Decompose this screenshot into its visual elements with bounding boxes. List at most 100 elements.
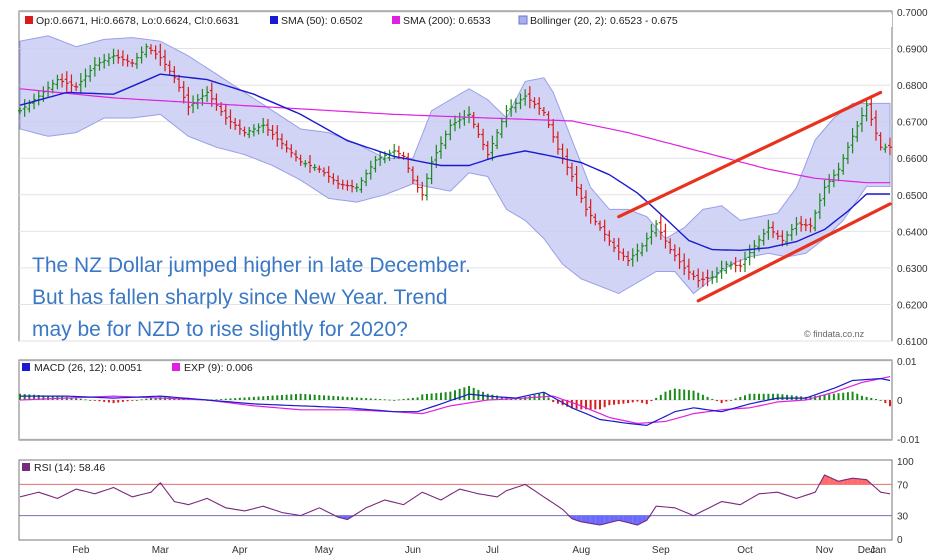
- ohlc-bar: [509, 99, 514, 117]
- rsi-oversold-fill: [604, 515, 610, 524]
- ohlc-bar: [69, 74, 74, 93]
- ohlc-bar: [682, 253, 687, 276]
- annotation-line-3: may be for NZD to rise slightly for 2020…: [32, 318, 408, 341]
- ohlc-bar: [766, 219, 771, 240]
- rsi-tick-label: 70: [897, 480, 909, 491]
- rsi-oversold-fill: [628, 515, 633, 524]
- month-tick-label: Apr: [232, 545, 248, 556]
- macd-tick-label: 0.01: [897, 357, 917, 368]
- ohlc-bar: [261, 117, 266, 134]
- price-legend-swatch: [25, 16, 33, 24]
- macd-histogram-bar: [285, 394, 288, 400]
- ohlc-bar: [485, 140, 490, 160]
- ohlc-bar: [410, 166, 415, 184]
- macd-histogram-bar: [360, 397, 363, 400]
- macd-histogram-bar: [454, 390, 456, 400]
- macd-histogram-bar: [458, 388, 461, 400]
- macd-histogram-bar: [107, 400, 110, 403]
- macd-histogram-bar: [337, 396, 340, 400]
- lower-trendline: [696, 202, 892, 303]
- ohlc-bar: [251, 124, 256, 137]
- macd-histogram-bar: [468, 385, 471, 400]
- macd-legend-label: MACD (26, 12): 0.0051: [34, 362, 142, 374]
- ohlc-bar: [565, 148, 570, 176]
- ohlc-bar: [340, 179, 345, 190]
- macd-histogram-bar: [318, 395, 321, 400]
- ohlc-bar: [424, 173, 429, 201]
- macd-histogram-bar: [84, 399, 87, 401]
- ohlc-bar: [551, 118, 556, 143]
- macd-histogram-bar: [776, 393, 779, 400]
- macd-histogram-bar: [243, 397, 246, 400]
- ohlc-bar: [841, 154, 846, 175]
- rsi-oversold-fill: [581, 515, 586, 523]
- ohlc-bar: [331, 173, 336, 185]
- ohlc-bar: [134, 52, 139, 69]
- macd-histogram-bar: [374, 398, 377, 400]
- macd-histogram-bar: [154, 397, 157, 400]
- ohlc-bar: [621, 248, 626, 261]
- ohlc-bar: [27, 99, 32, 113]
- rsi-oversold-fill: [614, 515, 619, 522]
- rsi-oversold-fill: [600, 515, 605, 525]
- ohlc-bar: [579, 183, 584, 204]
- ohlc-bar: [317, 165, 322, 173]
- price-tick-label: 0.6600: [897, 154, 928, 165]
- macd-histogram-bar: [786, 394, 789, 400]
- macd-histogram-bar: [491, 394, 494, 400]
- ohlc-bar: [831, 169, 836, 188]
- trend-lines: [617, 90, 892, 303]
- ohlc-bar: [415, 175, 420, 193]
- macd-histogram-bar: [397, 399, 400, 401]
- macd-histogram-bar: [552, 400, 555, 403]
- ohlc-bar: [102, 53, 107, 69]
- credit-label: © findata.co.nz: [804, 329, 865, 339]
- rsi-legend: RSI (14): 58.46: [22, 462, 105, 474]
- macd-histogram-bar: [229, 398, 232, 400]
- ohlc-bar: [555, 131, 560, 155]
- bollinger-legend-label: Bollinger (20, 2): 0.6523 - 0.675: [530, 15, 678, 27]
- ohlc-bar: [322, 167, 327, 177]
- macd-histogram-bar: [753, 393, 756, 400]
- macd-histogram-bar: [351, 397, 354, 400]
- macd-histogram-bar: [744, 395, 746, 400]
- rsi-tick-label: 100: [897, 457, 914, 468]
- macd-histogram-bar: [622, 400, 625, 404]
- macd-histogram-bar: [383, 399, 386, 401]
- ohlc-bar: [336, 175, 341, 190]
- macd-histogram-bar: [388, 399, 391, 401]
- ohlc-bar: [696, 268, 701, 288]
- macd-histogram-bar: [332, 395, 335, 400]
- macd-histogram-bar: [851, 391, 854, 400]
- ohlc-bar: [541, 106, 546, 116]
- ohlc-bar: [359, 177, 364, 193]
- rsi-panel: 100 70 30 0 RSI (14): 58.46: [18, 457, 914, 546]
- ohlc-bar: [364, 169, 369, 187]
- macd-histogram-bar: [556, 400, 559, 404]
- ohlc-bar: [284, 140, 289, 153]
- macd-histogram-bar: [669, 390, 672, 400]
- macd-histogram-bar: [748, 393, 751, 400]
- ohlc-bar: [710, 270, 715, 285]
- ohlc-bar: [247, 127, 252, 139]
- macd-histogram-bar: [355, 397, 358, 400]
- macd-histogram-bar: [706, 396, 709, 400]
- rsi-oversold-fill: [618, 515, 624, 522]
- macd-histogram-bar: [781, 394, 784, 400]
- sma50-line: [19, 73, 890, 252]
- ohlc-bar: [373, 156, 378, 173]
- ohlc-bar: [873, 110, 878, 141]
- ohlc-bar: [518, 93, 523, 110]
- month-tick-label: Jan: [870, 545, 886, 556]
- macd-histogram-bar: [697, 392, 700, 400]
- ohlc-bar: [598, 220, 602, 231]
- ohlc-bar: [125, 54, 130, 67]
- ohlc-bar: [172, 66, 177, 84]
- ohlc-bar: [265, 119, 270, 136]
- macd-histogram-bar: [276, 395, 279, 400]
- ohlc-bar: [191, 95, 196, 114]
- macd-histogram-bar: [379, 399, 382, 400]
- ohlc-bar: [50, 79, 55, 94]
- macd-histogram-bar: [323, 395, 326, 400]
